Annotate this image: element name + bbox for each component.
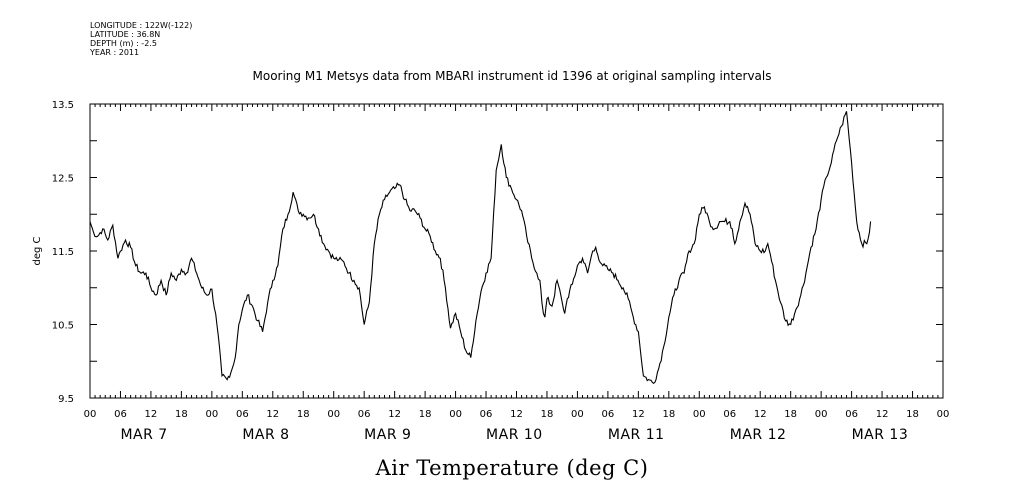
x-tick-label: 18 — [297, 409, 310, 420]
x-tick-label: 18 — [419, 409, 432, 420]
plot-frame — [89, 103, 944, 399]
y-axis-label: deg C — [32, 236, 43, 265]
y-tick-label: 13.5 — [52, 100, 74, 111]
x-tick-label: 00 — [205, 409, 218, 420]
longitude-label: LONGITUDE : 122W(-122) — [90, 21, 193, 30]
x-tick-label: 18 — [175, 409, 188, 420]
x-tick-label: 18 — [541, 409, 554, 420]
x-tick-label: 06 — [602, 409, 615, 420]
y-tick-label: 10.5 — [52, 321, 74, 332]
chart-title: Mooring M1 Metsys data from MBARI instru… — [253, 69, 772, 83]
latitude-label: LATITUDE : 36.8N — [90, 30, 161, 39]
day-label: MAR 7 — [120, 427, 167, 443]
day-label: MAR 13 — [852, 427, 909, 443]
x-tick-label: 00 — [327, 409, 340, 420]
day-label: MAR 11 — [608, 427, 665, 443]
x-tick-label: 06 — [845, 409, 858, 420]
x-tick-label: 12 — [754, 409, 767, 420]
x-tick-label: 00 — [571, 409, 584, 420]
series-line — [89, 111, 872, 384]
axis-ticks — [89, 103, 944, 399]
x-tick-label: 12 — [876, 409, 889, 420]
day-label: MAR 9 — [364, 427, 411, 443]
y-tick-label: 11.5 — [52, 247, 74, 258]
x-tick-label: 06 — [723, 409, 736, 420]
x-tick-label: 00 — [937, 409, 950, 420]
depth-label: DEPTH (m) : -2.5 — [90, 39, 157, 48]
x-tick-label: 18 — [906, 409, 919, 420]
day-labels: MAR 7 MAR 8 MAR 9 MAR 10 MAR 11 MAR 12 MAR 13 — [120, 427, 909, 443]
x-tick-label: 06 — [480, 409, 493, 420]
x-tick-label: 18 — [662, 409, 675, 420]
y-tick-label: 9.5 — [58, 394, 74, 405]
x-tick-label: 00 — [84, 409, 97, 420]
x-tick-label: 00 — [693, 409, 706, 420]
y-tick-labels: 9.5 10.5 11.5 12.5 13.5 — [52, 100, 74, 405]
x-tick-label: 12 — [145, 409, 158, 420]
x-tick-label: 06 — [114, 409, 127, 420]
x-tick-label: 12 — [388, 409, 401, 420]
day-label: MAR 8 — [242, 427, 289, 443]
x-tick-label: 12 — [266, 409, 279, 420]
y-tick-label: 12.5 — [52, 174, 74, 185]
day-label: MAR 10 — [486, 427, 543, 443]
x-tick-label: 12 — [510, 409, 523, 420]
x-tick-label: 00 — [449, 409, 462, 420]
year-label: YEAR : 2011 — [90, 48, 140, 57]
day-label: MAR 12 — [730, 427, 787, 443]
x-tick-labels: 00 06 12 18 00 06 12 18 00 06 12 18 00 06 12 18 00 06 12 18… — [84, 409, 950, 420]
x-tick-label: 12 — [632, 409, 645, 420]
x-tick-label: 18 — [784, 409, 797, 420]
x-tick-label: 00 — [815, 409, 828, 420]
x-axis-label: Air Temperature (deg C) — [375, 456, 649, 480]
location-metadata: LONGITUDE : 122W(-122) LATITUDE : 36.8N … — [90, 21, 192, 57]
x-tick-label: 06 — [358, 409, 371, 420]
x-tick-label: 06 — [236, 409, 249, 420]
